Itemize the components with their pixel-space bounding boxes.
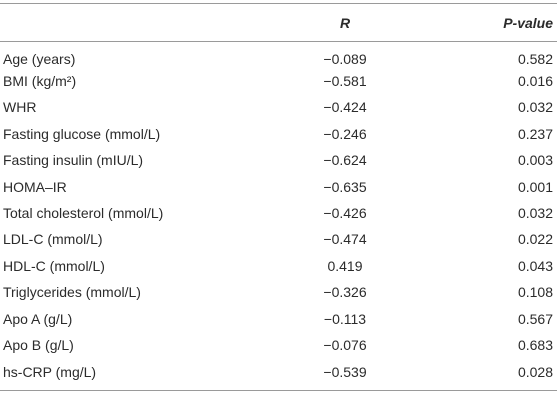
row-label: Total cholesterol (mmol/L): [3, 205, 164, 222]
cell-value: −0.624: [323, 152, 367, 169]
table-row: LDL-C (mmol/L) −0.474 0.022: [0, 226, 557, 252]
row-label: BMI (kg/m²): [3, 73, 77, 90]
row-label: Age (years): [3, 50, 76, 67]
cell-value: −0.424: [323, 99, 367, 116]
cell-value: 0.032: [517, 99, 553, 116]
cell-value: 0.567: [517, 310, 553, 327]
header-row: R P-value: [0, 3, 557, 42]
table-row: Apo A (g/L) −0.113 0.567: [0, 305, 557, 331]
cell-value: −0.474: [323, 231, 367, 248]
cell-value: 0.582: [517, 50, 553, 67]
cell-value: 0.001: [517, 178, 553, 195]
header-cell: [0, 4, 267, 42]
table: R P-value Age (years) −0.089 0.582 BMI (kg/…: [0, 3, 557, 391]
table-header: R P-value: [0, 3, 557, 42]
table-row: BMI (kg/m²) −0.581 0.016: [0, 68, 557, 94]
cell-value: 0.003: [517, 152, 553, 169]
table-row: hs-CRP (mg/L) −0.539 0.028: [0, 358, 557, 391]
table-row: Triglycerides (mmol/L) −0.326 0.108: [0, 279, 557, 305]
row-label: WHR: [3, 99, 37, 116]
row-label: HDL-C (mmol/L): [3, 257, 105, 274]
row-label: Triglycerides (mmol/L): [3, 284, 141, 301]
table-row: Total cholesterol (mmol/L) −0.426 0.032: [0, 200, 557, 226]
cell-value: −0.089: [323, 50, 367, 67]
cell-value: −0.076: [323, 336, 367, 353]
cell-value: 0.419: [327, 257, 363, 274]
row-label: HOMA–IR: [3, 178, 67, 195]
cell-value: 0.022: [517, 231, 553, 248]
header-cell: P-value: [503, 14, 553, 31]
row-label: Apo A (g/L): [3, 310, 73, 327]
table-row: Age (years) −0.089 0.582: [0, 42, 557, 68]
cell-value: 0.237: [517, 125, 553, 142]
table-row: HOMA–IR −0.635 0.001: [0, 173, 557, 199]
row-label: Fasting glucose (mmol/L): [3, 125, 161, 142]
header-cell: R: [339, 14, 351, 31]
cell-value: −0.539: [323, 363, 367, 380]
table-row: Apo B (g/L) −0.076 0.683: [0, 332, 557, 358]
cell-value: −0.581: [323, 73, 367, 90]
table-row: Fasting glucose (mmol/L) −0.246 0.237: [0, 121, 557, 147]
row-label: hs-CRP (mg/L): [3, 363, 97, 380]
cell-value: 0.016: [517, 73, 553, 90]
cell-value: 0.032: [517, 205, 553, 222]
table-row: Fasting insulin (mIU/L) −0.624 0.003: [0, 147, 557, 173]
table-row: HDL-C (mmol/L) 0.419 0.043: [0, 253, 557, 279]
row-label: Apo B (g/L): [3, 336, 74, 353]
table-body: Age (years) −0.089 0.582 BMI (kg/m²) −0.581 0…: [0, 42, 557, 391]
cell-value: −0.326: [323, 284, 367, 301]
cell-value: 0.108: [517, 284, 553, 301]
cell-value: 0.043: [517, 257, 553, 274]
row-label: LDL-C (mmol/L): [3, 231, 103, 248]
cell-value: −0.246: [323, 125, 367, 142]
table-row: WHR −0.424 0.032: [0, 94, 557, 120]
cell-value: −0.426: [323, 205, 367, 222]
cell-value: 0.683: [517, 336, 553, 353]
row-label: Fasting insulin (mIU/L): [3, 152, 144, 169]
cell-value: −0.635: [323, 178, 367, 195]
cell-value: 0.028: [517, 363, 553, 380]
cell-value: −0.113: [323, 310, 367, 327]
